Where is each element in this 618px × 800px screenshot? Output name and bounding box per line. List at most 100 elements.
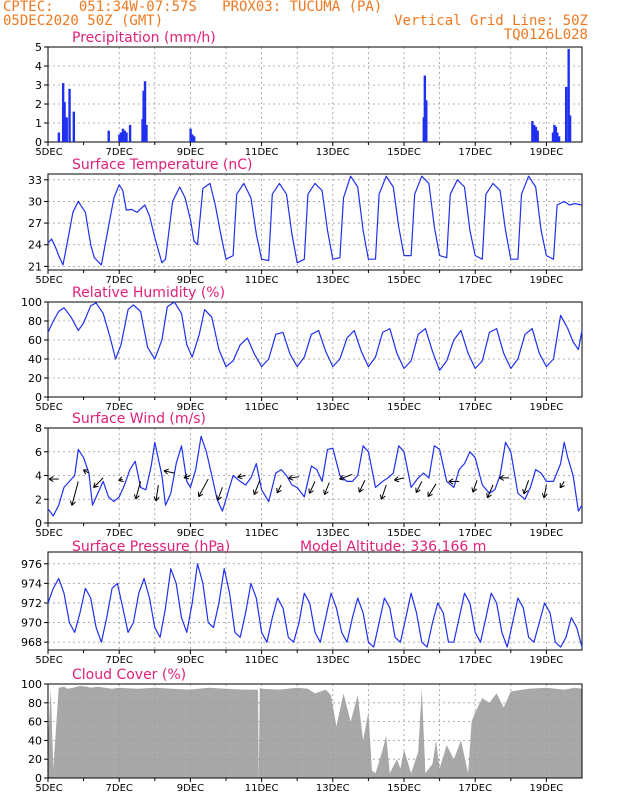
rh-y-tick-label: 0	[35, 391, 42, 404]
wind-vector	[135, 481, 142, 500]
cloud-x-tick-label: 11DEC	[245, 783, 279, 794]
precip-x-tick-label: 7DEC	[106, 147, 133, 158]
temp-x-tick-label: 9DEC	[177, 275, 204, 286]
precip-bar	[536, 130, 539, 142]
temp-y-tick-label: 27	[28, 217, 42, 230]
precip-bar	[118, 134, 121, 142]
wind-vector	[472, 480, 478, 493]
rh-y-tick-label: 80	[28, 315, 42, 328]
wind-y-tick-label: 2	[35, 493, 42, 506]
precip-x-tick-label: 17DEC	[458, 147, 492, 158]
cloud-x-tick-label: 7DEC	[106, 783, 133, 794]
wind-vector	[217, 487, 223, 501]
wind-vector-head	[82, 469, 89, 475]
temp-panel-title: Surface Temperature (nC)	[72, 157, 253, 173]
cloud-panel-title: Cloud Cover (%)	[72, 667, 186, 683]
wind-vector	[253, 480, 261, 495]
wind-x-tick-label: 5DEC	[35, 528, 62, 539]
wind-vector-head	[118, 476, 124, 482]
temp-frame	[47, 173, 583, 271]
pres-y-tick-label: 970	[21, 617, 42, 630]
wind-y-tick-label: 0	[35, 517, 42, 530]
wind-vector-head	[379, 494, 386, 500]
temp-y-tick-label: 21	[28, 260, 42, 273]
wind-vector-head	[415, 487, 421, 494]
wind-vector-head	[448, 478, 454, 485]
wind-vector-head	[93, 482, 99, 488]
precip-bar	[128, 124, 132, 142]
wind-vector-head	[133, 494, 140, 500]
cloud-y-tick-label: 60	[28, 716, 42, 729]
wind-panel-title: Surface Wind (m/s)	[72, 411, 206, 427]
wind-vector	[276, 484, 282, 494]
cloud-x-tick-label: 15DEC	[387, 783, 421, 794]
cloud-cover-area	[48, 685, 582, 778]
precip-bar	[63, 102, 66, 142]
precip-bar	[553, 124, 556, 142]
rh-y-tick-label: 100	[21, 296, 42, 309]
pres-x-tick-label: 17DEC	[458, 655, 492, 666]
precip-y-tick-label: 3	[35, 79, 42, 92]
pres-x-tick-label: 5DEC	[35, 655, 62, 666]
precip-bar	[143, 81, 147, 142]
precip-bar	[551, 132, 555, 142]
wind-vector	[415, 481, 423, 493]
precip-bar	[123, 130, 126, 142]
wind-vector	[427, 483, 437, 497]
pres-y-tick-label: 976	[21, 558, 42, 571]
rh-x-tick-label: 17DEC	[458, 402, 492, 413]
rh-series-line	[47, 301, 583, 371]
wind-vector	[486, 484, 494, 499]
wind-vector-head	[541, 492, 548, 499]
precip-frame	[47, 46, 583, 143]
wind-vector	[323, 482, 330, 495]
wind-vector-head	[559, 482, 565, 489]
pres-y-tick-label: 974	[21, 577, 42, 590]
rh-x-tick-label: 15DEC	[387, 402, 421, 413]
cloud-x-tick-label: 19DEC	[530, 783, 564, 794]
temp-series-line	[47, 175, 583, 266]
temp-y-tick-label: 24	[28, 239, 42, 252]
precip-bar	[192, 136, 196, 142]
wind-series-line	[47, 435, 583, 517]
wind-x-tick-label: 15DEC	[387, 528, 421, 539]
wind-vector-head	[216, 495, 222, 501]
wind-vector-head	[486, 492, 492, 499]
header-grid-line-note: Vertical Grid Line: 50Z	[394, 13, 588, 29]
wind-vector-head	[323, 489, 329, 496]
temp-x-tick-label: 19DEC	[530, 275, 564, 286]
wind-vector-head	[308, 488, 314, 494]
temp-y-tick-label: 30	[28, 195, 42, 208]
wind-vector	[71, 481, 79, 506]
wind-vector	[83, 469, 90, 474]
precip-bar	[142, 90, 145, 142]
cloud-y-tick-label: 0	[35, 772, 42, 785]
wind-vector	[543, 484, 547, 498]
cloud-frame	[47, 683, 583, 779]
precip-bar	[68, 88, 71, 142]
temp-y-tick-label: 33	[28, 174, 42, 187]
wind-x-tick-label: 17DEC	[458, 528, 492, 539]
wind-vector-head	[471, 487, 478, 493]
wind-x-tick-label: 9DEC	[177, 528, 204, 539]
precip-x-tick-label: 5DEC	[35, 147, 62, 158]
rh-x-tick-label: 7DEC	[106, 402, 133, 413]
header-station-line: CPTEC: 051:34W-07:57S PROX03: TUCUMA (PA…	[3, 0, 383, 15]
precip-bar	[121, 128, 125, 142]
precip-bar	[557, 136, 561, 142]
wind-vector	[523, 480, 530, 495]
pres-x-tick-label: 9DEC	[177, 655, 204, 666]
rh-x-tick-label: 9DEC	[177, 402, 204, 413]
cloud-y-tick-label: 40	[28, 734, 42, 747]
precip-bar	[119, 132, 123, 142]
wind-vector-head	[48, 476, 54, 483]
wind-vector-head	[394, 476, 400, 483]
temp-x-tick-label: 15DEC	[387, 275, 421, 286]
model-altitude-label: Model Altitude: 336.166 m	[300, 539, 486, 555]
wind-vector-head	[197, 491, 204, 498]
wind-y-tick-label: 8	[35, 422, 42, 435]
wind-vector-head	[427, 491, 433, 498]
precip-bar	[564, 86, 568, 142]
rh-x-tick-label: 19DEC	[530, 402, 564, 413]
precip-bar	[568, 115, 572, 142]
